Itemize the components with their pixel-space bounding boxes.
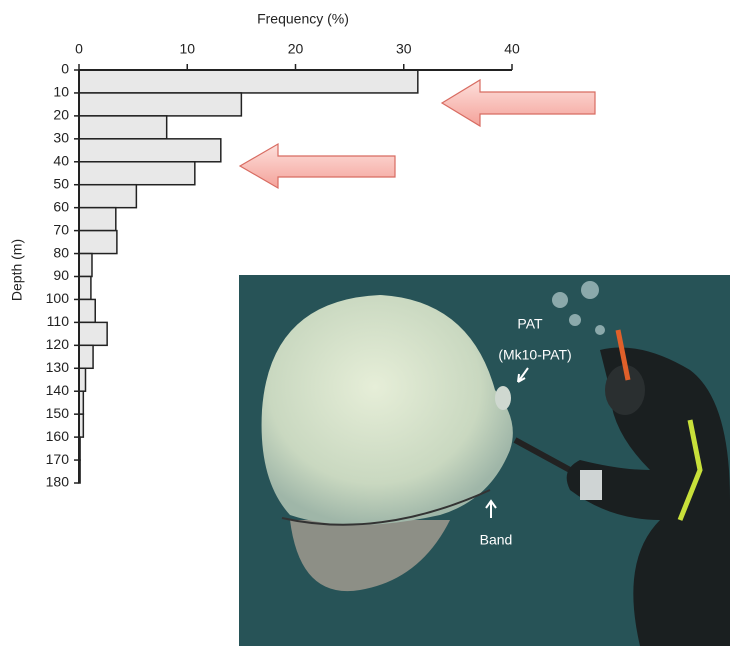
y-tick-label: 160	[46, 428, 70, 444]
y-tick-label: 100	[46, 290, 70, 306]
bar	[78, 344, 94, 370]
x-tick-label: 30	[396, 41, 412, 57]
y-tick-label: 50	[53, 175, 69, 191]
photo-label: (Mk10-PAT)	[498, 347, 571, 363]
bar	[78, 92, 243, 117]
pointer	[517, 367, 529, 383]
y-tick-label: 20	[53, 107, 69, 123]
plot-area: 0 10 20 30 40 0 10 20 30 40 50 60 70 80 90 100 110 120 130…	[46, 41, 520, 490]
photo	[239, 275, 730, 646]
bar	[78, 275, 92, 301]
y-tick-label: 60	[53, 198, 69, 214]
annotation-arrow	[238, 142, 396, 190]
bar	[78, 206, 117, 232]
bar	[78, 321, 108, 347]
y-tick-label: 70	[53, 221, 69, 237]
x-axis-label: Frequency (%)	[257, 11, 349, 27]
y-tick-label: 170	[46, 451, 70, 467]
bar	[78, 69, 419, 94]
y-tick-label: 80	[53, 244, 69, 260]
y-tick-label: 30	[53, 130, 69, 146]
pointer	[485, 499, 497, 518]
y-tick-label: 0	[61, 61, 69, 77]
x-tick-label: 0	[75, 41, 83, 57]
y-axis-label: Depth (m)	[9, 239, 25, 301]
y-tick-label: 110	[47, 313, 70, 329]
bar	[78, 138, 222, 163]
bar	[78, 183, 138, 209]
bar	[78, 229, 118, 255]
y-tick-label: 150	[46, 405, 70, 421]
photo-label: PAT	[517, 316, 543, 332]
photo-label: Band	[480, 532, 513, 548]
x-tick-label: 20	[288, 41, 304, 57]
y-tick-label: 10	[53, 84, 69, 100]
y-tick-label: 140	[46, 382, 70, 398]
y-tick-label: 90	[53, 267, 69, 283]
y-tick-label: 130	[46, 359, 70, 375]
bar	[78, 115, 168, 140]
y-tick-label: 180	[46, 474, 70, 490]
x-tick-label: 10	[179, 41, 195, 57]
annotation-arrow	[440, 78, 596, 128]
bar	[78, 161, 196, 186]
bar	[78, 298, 96, 324]
y-tick-label: 40	[53, 152, 69, 168]
y-tick-label: 120	[46, 336, 70, 352]
x-tick-label: 40	[504, 41, 520, 57]
bar	[78, 252, 93, 278]
